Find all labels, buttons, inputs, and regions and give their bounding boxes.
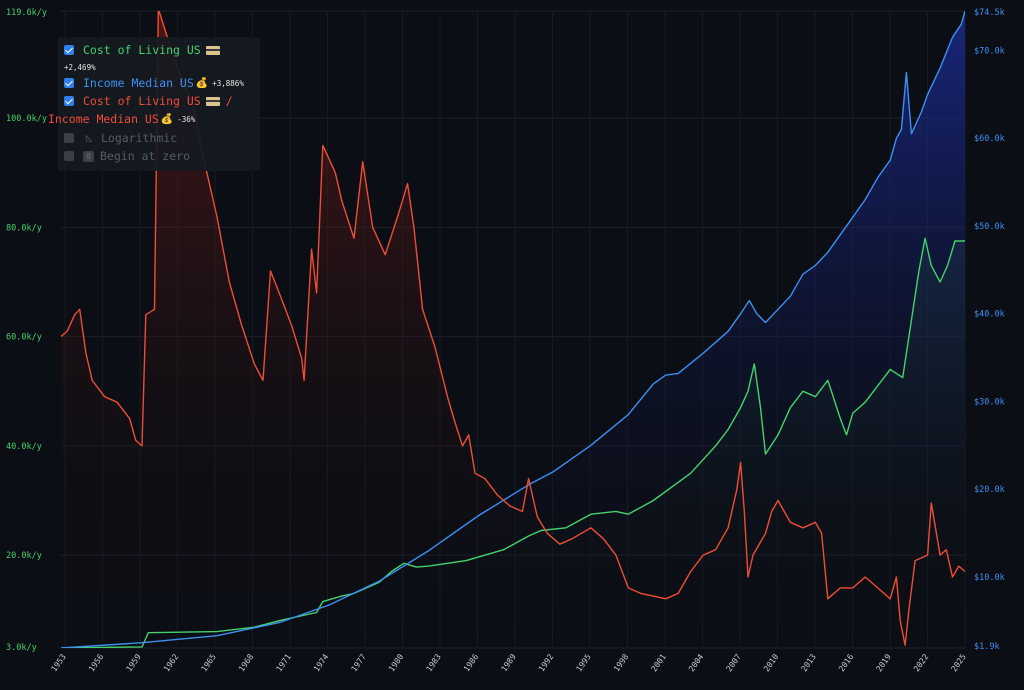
legend-change: +2,469% xyxy=(64,63,96,72)
series-areas xyxy=(61,11,965,648)
legend-change: -36% xyxy=(177,114,196,124)
legend-item-cost-of-living[interactable]: Cost of Living US xyxy=(64,43,220,57)
x-axis-tick-label: 2004 xyxy=(687,652,706,673)
left-axis-tick-label: 40.0k/y xyxy=(6,442,42,452)
right-axis-tick-label: $20.0k xyxy=(974,485,1005,495)
x-axis-tick-label: 1956 xyxy=(87,652,106,673)
option-label: Logarithmic xyxy=(101,131,178,145)
legend-label: Cost of Living US xyxy=(83,43,201,57)
checkbox-icon[interactable] xyxy=(64,45,74,55)
series-line xyxy=(61,237,965,648)
x-axis-tick-label: 1965 xyxy=(199,652,218,673)
x-axis-tick-label: 1989 xyxy=(499,652,518,673)
x-axis-tick-label: 2010 xyxy=(762,652,781,673)
right-axis-tick-label: $10.0k xyxy=(974,573,1005,583)
legend-label: Income Median US xyxy=(83,76,194,90)
left-axis-ticks: 3.0k/y 20.0k/y 40.0k/y 60.0k/y 80.0k/y 100.0k… xyxy=(6,8,47,653)
x-axis-tick-label: 2022 xyxy=(912,652,931,673)
x-axis-tick-label: 2025 xyxy=(949,652,968,673)
zero-icon: 0 xyxy=(83,150,94,162)
right-axis-tick-label: $1.9k xyxy=(974,642,1000,652)
option-logarithmic[interactable]: ◺ Logarithmic xyxy=(64,131,177,145)
right-axis-tick-label: $74.5k xyxy=(974,8,1005,18)
x-axis-tick-label: 1986 xyxy=(462,652,481,673)
x-axis-tick-label: 1968 xyxy=(237,652,256,673)
x-axis-tick-label: 1953 xyxy=(49,652,68,673)
legend-item-ratio-denominator: Income Median US 💰 -36% xyxy=(48,112,195,126)
checkbox-icon[interactable] xyxy=(64,133,74,143)
ruler-icon: ◺ xyxy=(85,131,93,144)
series-area xyxy=(61,11,965,648)
right-axis-tick-label: $60.0k xyxy=(974,134,1005,144)
option-begin-at-zero[interactable]: 0 Begin at zero xyxy=(64,149,190,163)
legend-panel: Cost of Living US +2,469% Income Median … xyxy=(48,37,260,171)
x-axis-tick-label: 1980 xyxy=(387,652,406,673)
checkbox-icon[interactable] xyxy=(64,78,74,88)
checkbox-icon[interactable] xyxy=(64,151,74,161)
credit-card-icon xyxy=(205,45,220,55)
legend-item-ratio[interactable]: Cost of Living US / xyxy=(64,94,233,108)
credit-card-icon xyxy=(205,96,220,106)
ratio-separator: / xyxy=(225,94,233,108)
x-axis-tick-label: 1998 xyxy=(612,652,631,673)
legend-change: +3,886% xyxy=(212,78,244,88)
x-axis-tick-label: 1971 xyxy=(274,652,293,673)
legend-label: Cost of Living US xyxy=(83,94,201,108)
left-axis-tick-label: 80.0k/y xyxy=(6,223,42,233)
x-axis-tick-label: 2019 xyxy=(874,652,893,673)
x-axis-tick-label: 2013 xyxy=(799,652,818,673)
x-axis-tick-label: 1977 xyxy=(349,652,368,673)
x-axis-tick-label: 1992 xyxy=(537,652,556,673)
x-axis-ticks: 1953 1956 1959 1962 1965 1968 1971 1974 1977 1980… xyxy=(49,652,968,673)
left-axis-tick-label: 100.0k/y xyxy=(6,114,47,124)
x-axis-tick-label: 1962 xyxy=(162,652,181,673)
right-axis-tick-label: $30.0k xyxy=(974,397,1005,407)
right-axis-tick-label: $70.0k xyxy=(974,46,1005,56)
x-axis-tick-label: 2001 xyxy=(649,652,668,673)
option-label: Begin at zero xyxy=(100,149,191,163)
series-line xyxy=(61,11,965,648)
x-axis-tick-label: 1959 xyxy=(124,652,143,673)
left-axis-tick-label: 20.0k/y xyxy=(6,551,42,561)
x-axis-tick-label: 1974 xyxy=(312,652,331,673)
left-axis-tick-label: 119.6k/y xyxy=(6,8,47,18)
legend-label: Income Median US xyxy=(48,112,159,126)
left-axis-tick-label: 60.0k/y xyxy=(6,333,42,343)
right-axis-tick-label: $50.0k xyxy=(974,222,1005,232)
money-bag-icon: 💰 xyxy=(195,77,209,89)
checkbox-icon[interactable] xyxy=(64,96,74,106)
money-bag-icon: 💰 xyxy=(160,113,174,125)
x-axis-tick-label: 2007 xyxy=(724,652,743,673)
legend-item-income-median[interactable]: Income Median US 💰 +3,886% xyxy=(64,76,244,90)
x-axis-tick-label: 1983 xyxy=(424,652,443,673)
right-axis-tick-label: $40.0k xyxy=(974,310,1005,320)
right-axis-ticks: $1.9k $10.0k $20.0k $30.0k $40.0k $50.0k $60.0… xyxy=(974,8,1005,652)
left-axis-tick-label: 3.0k/y xyxy=(6,643,37,653)
x-axis-tick-label: 2016 xyxy=(837,652,856,673)
x-axis-tick-label: 1995 xyxy=(574,652,593,673)
